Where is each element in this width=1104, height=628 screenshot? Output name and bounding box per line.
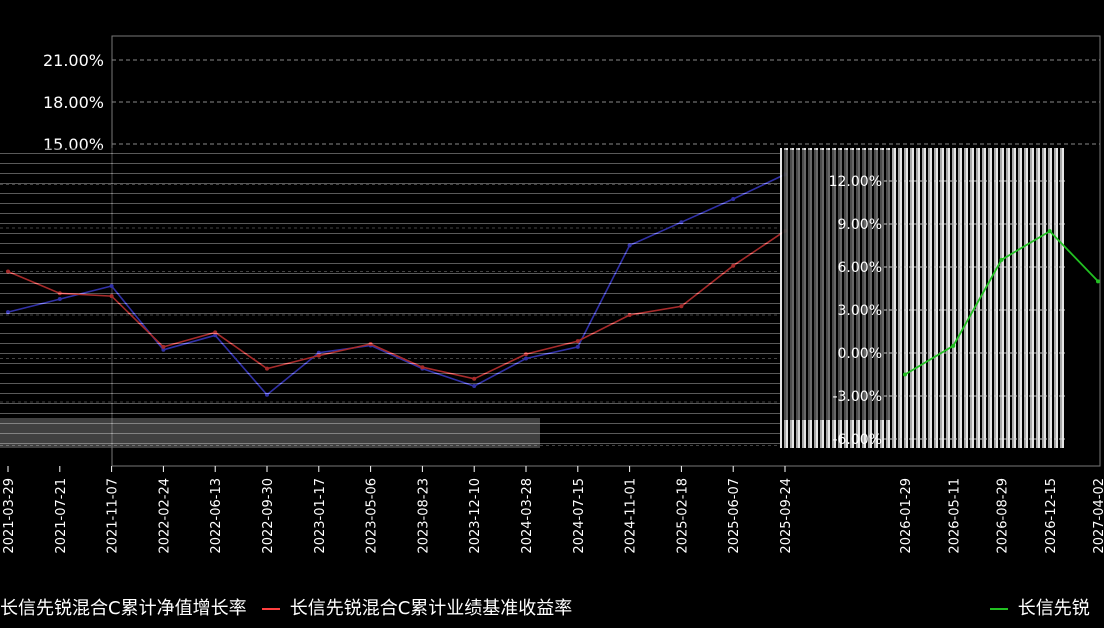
legend-item-right: 长信先锐 — [990, 596, 1090, 622]
x-tick-label: 2025-02-18 — [675, 478, 690, 554]
data-point — [316, 353, 321, 358]
x-tick-label: 2023-05-06 — [365, 478, 380, 554]
data-point — [161, 344, 166, 349]
x-tick-label: 2025-06-07 — [727, 478, 742, 554]
inset-y-tick-label: 9.00% — [838, 217, 882, 233]
legend-label-benchmark: 长信先锐混合C累计业绩基准收益率 — [289, 598, 573, 619]
data-point — [575, 344, 580, 349]
data-point — [213, 330, 218, 335]
data-point — [627, 313, 632, 317]
series-layer — [6, 172, 787, 397]
x-tick-label: 2021-03-29 — [2, 478, 17, 554]
data-point — [57, 291, 62, 296]
x-tick-label: 2023-01-17 — [313, 478, 328, 554]
data-point — [627, 243, 632, 248]
inset-series — [903, 229, 1100, 377]
inset-data-point — [903, 372, 907, 377]
x-axis-ticks-right: 2026-01-29 2026-05-11 2026-08-29 2026-12-15… — [899, 478, 1104, 554]
inset-y-tick-label: 3.00% — [838, 303, 882, 319]
legend-swatch-benchmark — [262, 608, 280, 610]
data-point — [524, 352, 528, 357]
legend-item-benchmark: 长信先锐混合C累计业绩基准收益率 — [262, 596, 572, 622]
x-tick-label: 2023-08-23 — [416, 478, 431, 554]
legend-item-nav: 长信先锐混合C累计净值增长率 — [0, 596, 247, 622]
x-tick-label: 2023-12-10 — [468, 478, 483, 554]
x-tick-label: 2024-03-28 — [520, 478, 535, 554]
data-point — [213, 333, 218, 338]
data-point — [679, 220, 684, 225]
x-tick-label: 2022-06-13 — [209, 478, 224, 554]
x-tick-label: 2026-12-15 — [1044, 478, 1059, 554]
data-point — [316, 350, 321, 355]
data-point — [265, 366, 269, 371]
x-tick-label: 2026-05-11 — [947, 478, 962, 554]
data-point — [420, 365, 425, 370]
data-point — [731, 197, 736, 201]
inset-chart: 12.00% 9.00% 6.00% 3.00% 0.00% -3.00% -6.00% — [829, 174, 1100, 448]
data-point — [731, 263, 736, 268]
legend-swatch-right — [990, 608, 1008, 610]
upper-y-ticks: 21.00% 18.00% 15.00% — [43, 51, 104, 154]
plot-frame — [111, 35, 1101, 467]
inset-data-point — [951, 343, 956, 348]
data-point — [472, 384, 477, 389]
data-point — [57, 297, 62, 302]
x-tick-label: 2026-01-29 — [899, 478, 914, 554]
x-axis-ticks: 2021-03-29 2021-07-21 2021-11-07 2022-02-24… — [2, 466, 794, 554]
inset-y-ticks: 12.00% 9.00% 6.00% 3.00% 0.00% -3.00% -6.00% — [829, 174, 1065, 448]
data-point — [679, 304, 684, 309]
data-point — [524, 356, 528, 361]
y-tick-label: 15.00% — [43, 135, 104, 154]
x-tick-label: 2024-07-15 — [572, 478, 587, 554]
legend-label-nav: 长信先锐混合C累计净值增长率 — [0, 598, 247, 619]
chart-legend: 长信先锐混合C累计净值增长率 长信先锐混合C累计业绩基准收益率 长信先锐 — [0, 596, 1104, 622]
data-point — [161, 347, 166, 352]
data-point — [6, 269, 10, 274]
data-point — [109, 294, 114, 299]
lower-grid — [0, 184, 780, 446]
inset-y-tick-label: -6.00% — [832, 432, 882, 448]
y-tick-label: 18.00% — [43, 93, 104, 112]
inset-y-tick-label: 0.00% — [838, 346, 882, 362]
data-point — [265, 392, 269, 397]
inset-y-tick-label: 6.00% — [838, 260, 882, 276]
inset-label-area — [782, 150, 892, 420]
inset-data-point — [999, 257, 1004, 262]
x-tick-label: 2025-09-24 — [779, 478, 794, 554]
inset-data-point — [1047, 229, 1052, 234]
legend-label-right: 长信先锐 — [1017, 598, 1090, 619]
x-tick-label: 2026-08-29 — [996, 478, 1011, 554]
scan-artifact-band — [0, 148, 780, 448]
inset-data-point — [1096, 279, 1100, 284]
inset-y-tick-label: -3.00% — [832, 389, 882, 405]
y-tick-label: 21.00% — [43, 51, 104, 70]
x-tick-label: 2022-09-30 — [261, 478, 276, 554]
x-tick-label: 2024-11-01 — [624, 478, 639, 554]
data-point — [575, 339, 580, 344]
x-tick-label: 2027-04-02 — [1092, 478, 1104, 554]
x-tick-label: 2022-02-24 — [157, 478, 172, 554]
series-line-1 — [7, 230, 786, 380]
data-point — [368, 342, 373, 346]
x-tick-label: 2021-07-21 — [54, 478, 69, 554]
upper-grid — [111, 35, 1101, 467]
series-line-0 — [7, 173, 786, 396]
x-tick-label: 2021-11-07 — [106, 478, 121, 554]
data-point — [6, 310, 10, 315]
scan-artifact-band — [0, 418, 540, 448]
inset-y-tick-label: 12.00% — [829, 174, 882, 190]
data-point — [109, 284, 114, 288]
data-point — [472, 376, 477, 381]
